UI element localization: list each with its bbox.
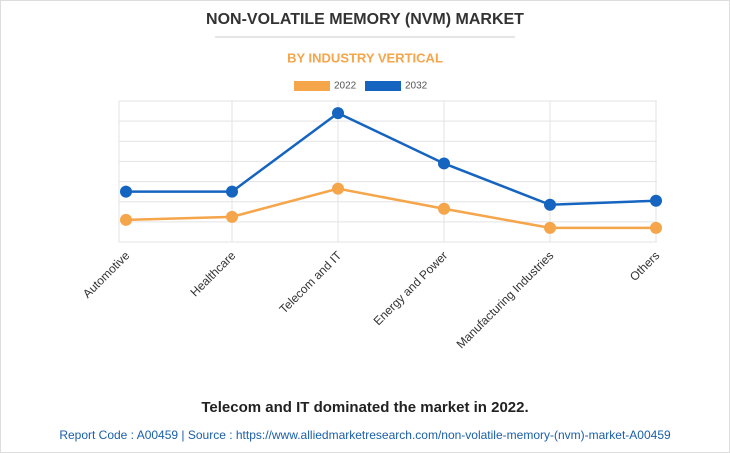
- series-line: [126, 111, 657, 206]
- point: [226, 210, 238, 223]
- point: [544, 221, 556, 234]
- legend-swatch: [294, 81, 330, 91]
- legend-label: 2032: [405, 81, 428, 92]
- point: [332, 182, 344, 195]
- series-line: [125, 187, 656, 230]
- annotation: Telecom and IT dominated the market in 2…: [201, 399, 528, 416]
- chart-title: NON-VOLATILE MEMORY (NVM) MARKET: [206, 11, 524, 28]
- point: [332, 107, 344, 120]
- point: [650, 194, 662, 207]
- point: [650, 221, 662, 234]
- chart-subtitle: BY INDUSTRY VERTICAL: [287, 50, 443, 65]
- legend-label: 2022: [334, 81, 357, 92]
- legend-swatch: [365, 81, 401, 91]
- point: [226, 185, 238, 198]
- source: Report Code : A00459 | Source : https://…: [59, 428, 671, 442]
- point: [438, 157, 450, 170]
- point: [120, 213, 132, 226]
- point: [438, 202, 450, 215]
- point: [544, 198, 556, 211]
- point: [120, 185, 132, 198]
